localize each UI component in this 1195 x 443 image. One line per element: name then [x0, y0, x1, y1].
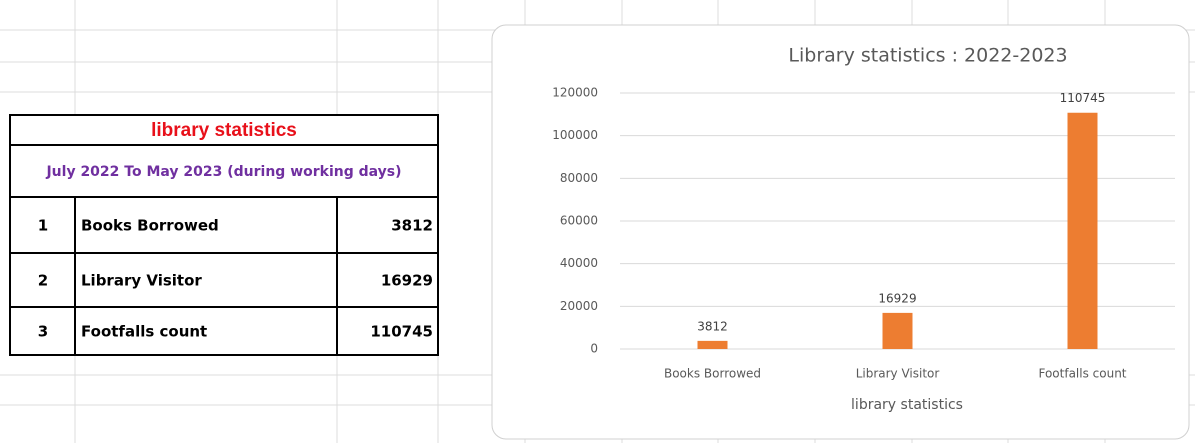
chart-title: Library statistics : 2022-2023 [788, 45, 1067, 67]
y-tick-label: 100000 [552, 128, 598, 142]
x-tick-label: Library Visitor [856, 367, 940, 381]
cell: 2 [38, 272, 48, 290]
y-tick-label: 0 [590, 342, 598, 356]
table-title: library statistics [151, 120, 297, 141]
y-tick-label: 40000 [560, 256, 598, 270]
data-label: 110745 [1060, 91, 1106, 105]
stats-table: library statistics July 2022 To May 2023… [9, 114, 439, 356]
chart: Library statistics : 2022-2023 library s… [491, 24, 1190, 440]
x-tick-label: Footfalls count [1038, 367, 1126, 381]
cell: Library Visitor [81, 272, 202, 290]
y-tick-label: 20000 [560, 299, 598, 313]
cell: 1 [38, 217, 48, 235]
cell: 110745 [370, 323, 433, 341]
table-subtitle: July 2022 To May 2023 (during working da… [45, 164, 401, 180]
bar [882, 312, 913, 349]
cell: Footfalls count [81, 323, 207, 341]
bar [1067, 112, 1098, 349]
y-tick-label: 80000 [560, 171, 598, 185]
data-label: 16929 [878, 291, 916, 305]
chart-area [491, 24, 1190, 440]
cell: Books Borrowed [81, 217, 219, 235]
cell: 16929 [381, 272, 433, 290]
bar [697, 340, 728, 349]
x-tick-label: Books Borrowed [664, 367, 761, 381]
y-tick-label: 60000 [560, 214, 598, 228]
x-axis-title: library statistics [851, 397, 963, 413]
y-tick-label: 120000 [552, 86, 598, 100]
cell: 3812 [391, 217, 433, 235]
cell: 3 [38, 323, 48, 341]
data-label: 3812 [697, 319, 728, 333]
